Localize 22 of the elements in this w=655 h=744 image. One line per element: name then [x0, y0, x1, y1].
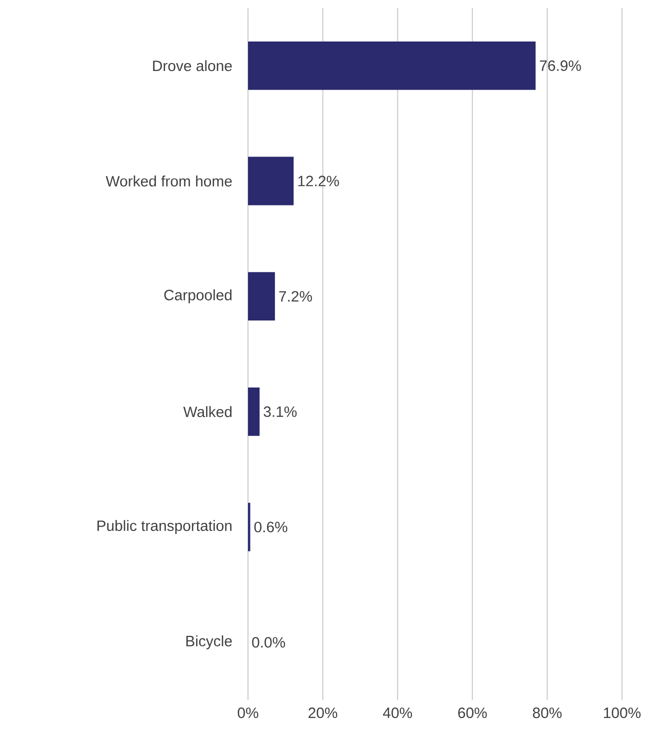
bar: [248, 41, 536, 90]
data-label: 0.0%: [252, 637, 286, 648]
data-label: 76.9%: [540, 60, 581, 71]
bar: [248, 156, 294, 206]
data-label: 0.6%: [254, 522, 288, 532]
data-label: 7.2%: [279, 291, 312, 302]
x-tick-label: 0%: [238, 708, 258, 718]
x-tick-label: 20%: [308, 708, 338, 718]
y-tick-label: Walked: [183, 406, 232, 418]
data-label: 12.2%: [298, 176, 339, 186]
y-tick-label: Bicycle: [186, 635, 232, 650]
data-label: 3.1%: [264, 406, 297, 417]
x-tick-label: 80%: [532, 708, 562, 718]
bar: [248, 272, 275, 321]
bar: [248, 387, 260, 436]
y-tick-label: Public transportation: [97, 520, 232, 534]
x-tick-label: 60%: [458, 708, 487, 718]
y-tick-label: Worked from home: [106, 176, 232, 186]
y-tick-label: Carpooled: [164, 289, 232, 304]
x-tick-label: 100%: [604, 708, 641, 718]
y-tick-label: Drove alone: [153, 60, 232, 72]
x-tick-label: 40%: [382, 708, 412, 718]
